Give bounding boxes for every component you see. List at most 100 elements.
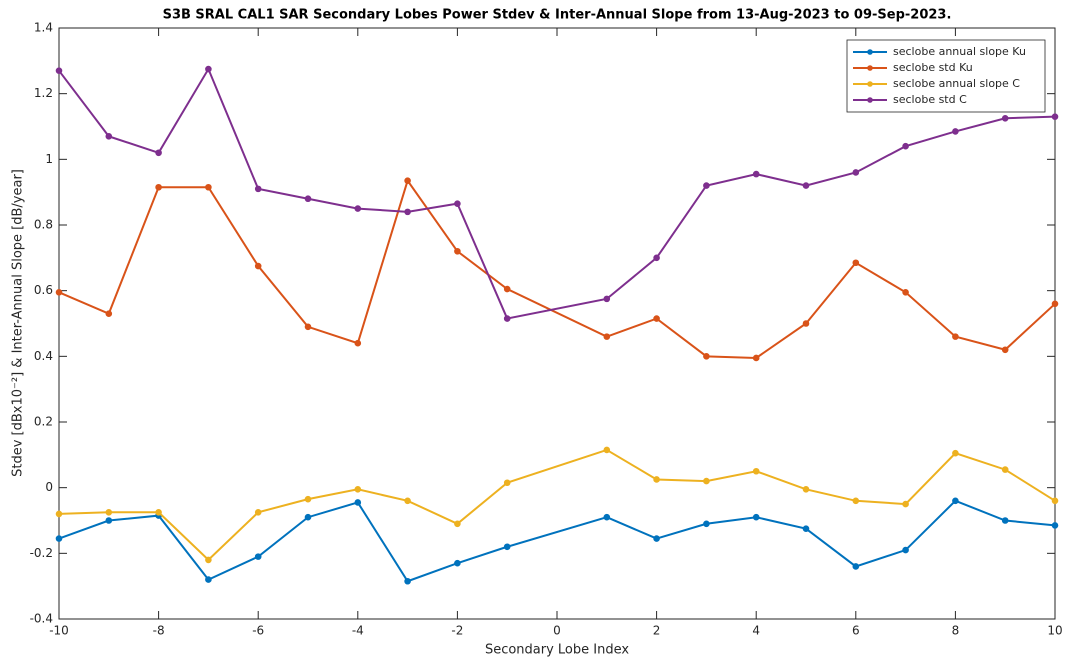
y-tick-label: -0.2 [30,546,53,560]
plot-frame [58,27,1056,620]
legend-label: seclobe std C [893,93,967,106]
x-tick-label: -6 [252,624,264,638]
data-point [603,446,611,454]
data-point [354,486,362,493]
data-point [653,254,660,262]
data-point [254,508,262,516]
data-point [1001,114,1009,122]
chart-title: S3B SRAL CAL1 SAR Secondary Lobes Power … [163,8,952,23]
data-point [105,310,113,317]
x-tick-label: -10 [49,624,69,638]
data-point [952,449,959,457]
y-tick-label: 1.2 [34,86,53,100]
series-line [58,448,1056,562]
data-point [752,467,760,475]
data-point [902,546,909,554]
y-tick-label: 0.4 [34,349,53,363]
data-point [404,497,411,505]
data-point [802,486,810,493]
data-point [503,479,511,487]
data-point [902,289,909,296]
data-point [703,477,710,485]
data-point [653,476,660,483]
data-point [354,339,362,347]
data-point [55,510,63,518]
data-point [703,520,710,528]
legend-marker [867,49,873,55]
x-tick-label: -4 [352,624,364,638]
data-point [603,295,611,303]
data-point [304,495,312,503]
legend-label: seclobe annual slope Ku [893,45,1026,58]
x-tick-label: 0 [553,624,561,638]
data-point [354,205,362,212]
legend-label: seclobe annual slope C [893,77,1020,90]
data-point [55,67,63,74]
data-point [802,320,810,327]
y-tick-label: -0.4 [30,612,53,626]
data-point [952,497,959,505]
legend-label: seclobe std Ku [893,61,973,74]
data-point [852,259,860,267]
y-tick-label: 1.4 [34,21,53,35]
data-point [1001,517,1009,524]
data-point [752,170,760,178]
data-point [304,323,312,331]
y-axis-label: Stdev [dBx10⁻²] & Inter-Annual Slope [dB… [11,169,26,477]
x-tick-label: 4 [752,624,760,638]
data-point [304,195,312,203]
data-point [105,517,113,524]
data-point [603,333,611,340]
data-point [1001,346,1009,354]
data-point [952,128,959,135]
data-point [1051,497,1059,505]
y-tick-label: 1 [45,152,53,166]
legend: seclobe annual slope Ku seclobe std Ku sec… [846,39,1046,113]
series-line [58,499,1056,583]
data-point [404,208,411,216]
data-point [503,315,511,322]
data-point [752,513,760,521]
data-point [1001,466,1009,473]
data-point [205,65,212,73]
data-point [703,182,710,189]
data-point [503,543,511,551]
legend-marker [867,81,873,87]
data-point [1051,300,1059,308]
data-point [205,183,212,191]
data-point [55,289,63,296]
data-point [205,556,212,564]
data-point [454,200,461,207]
data-point [653,315,660,322]
data-point [852,169,860,176]
data-point [105,508,113,516]
data-point [155,183,162,191]
x-tick-label: -8 [153,624,165,638]
legend-marker [867,97,873,103]
data-point [304,513,312,521]
x-tick-label: 2 [653,624,661,638]
data-point [454,247,461,255]
data-point [454,559,461,567]
x-tick-label: 8 [952,624,960,638]
data-point [404,577,411,585]
data-point [802,182,810,189]
data-point [1051,113,1059,120]
x-tick-label: 10 [1047,624,1062,638]
series-line [58,66,1056,320]
data-point [254,553,262,560]
y-tick-label: 0 [45,480,53,494]
data-point [1051,522,1059,529]
data-point [802,525,810,533]
data-point [902,500,909,508]
x-tick-label: -2 [451,624,463,638]
legend-marker [867,65,873,71]
data-point [752,354,760,362]
data-point [55,535,63,542]
data-point [653,535,660,542]
data-point [354,499,362,506]
data-point [852,497,860,505]
data-point [254,185,262,193]
data-point [155,508,162,516]
